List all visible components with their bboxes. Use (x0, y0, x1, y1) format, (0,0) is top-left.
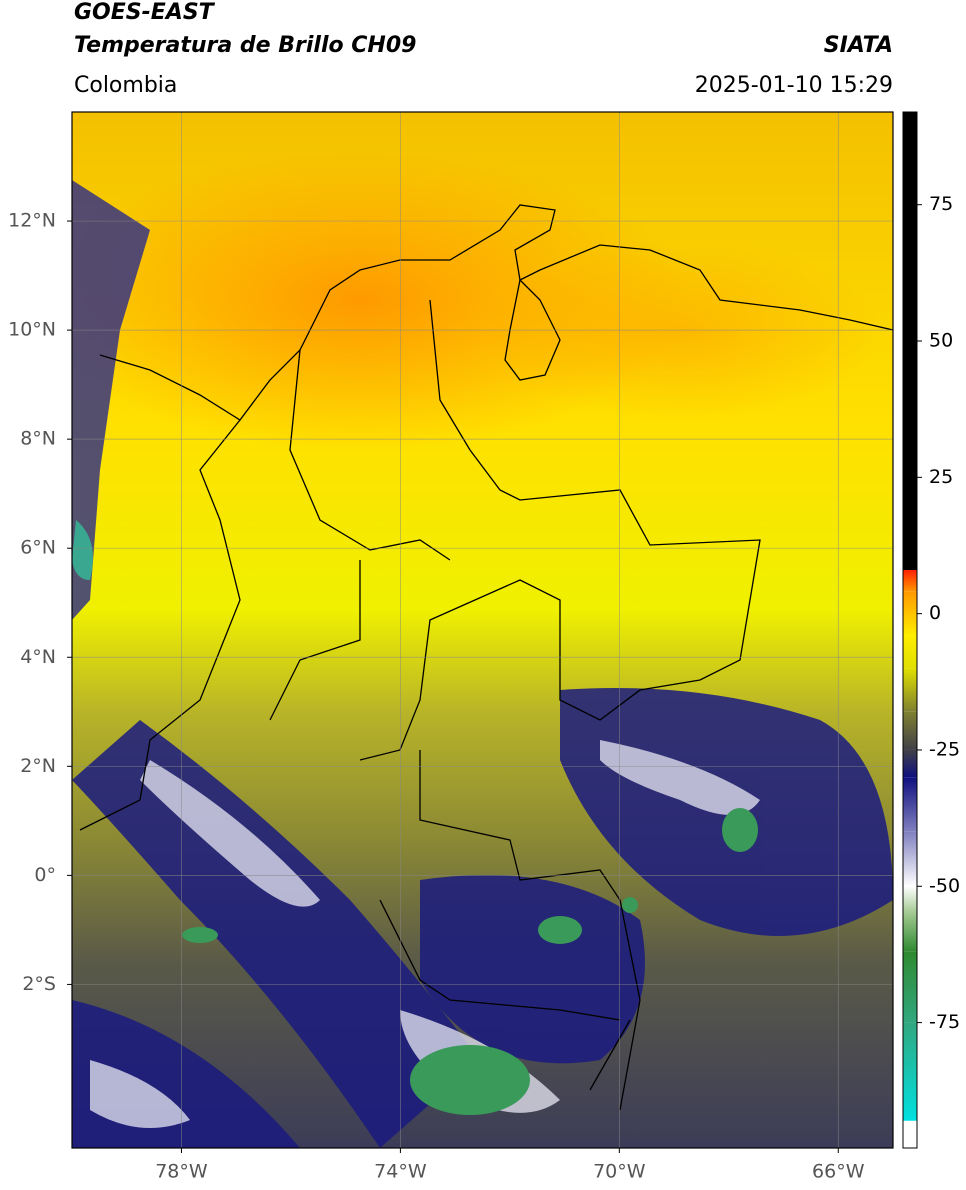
source: SIATA (824, 33, 893, 58)
colorbar-tick-label: -25 (929, 738, 960, 760)
x-tick-label: 70°W (593, 1161, 646, 1183)
colorbar-tick-label: -50 (929, 875, 960, 897)
subtitle: Temperatura de Brillo CH09 (74, 33, 416, 58)
satellite-image (72, 112, 893, 1148)
colorbar-tick-label: 25 (929, 466, 953, 488)
colorbar-tick-label: -75 (929, 1011, 960, 1033)
colorbar-tick-label: 75 (929, 193, 953, 215)
colorbar (903, 112, 922, 1148)
grid (67, 112, 893, 1153)
y-tick-label: 12°N (8, 210, 56, 232)
colorbar-segment (903, 913, 917, 952)
map-frame (71, 111, 894, 1149)
colorbar-segment (903, 1120, 917, 1148)
y-tick-label: 2°S (22, 973, 56, 995)
colorbar-segment (903, 831, 917, 887)
datetime: 2025-01-10 15:29 (695, 73, 893, 98)
colorbar-segment (903, 635, 917, 669)
y-tick-label: 0° (34, 864, 56, 886)
colorbar-segment (903, 749, 917, 778)
y-tick-label: 8°N (20, 428, 56, 450)
y-tick-label: 2°N (20, 755, 56, 777)
x-tick-label: 78°W (155, 1161, 208, 1183)
colorbar-segment (903, 112, 917, 571)
colorbar-segment (903, 886, 917, 914)
colorbar-segment (903, 1022, 917, 1121)
colorbar-segment (903, 777, 917, 832)
x-tick-label: 66°W (812, 1161, 865, 1183)
colorbar-segment (903, 668, 917, 712)
y-tick-label: 6°N (20, 537, 56, 559)
y-tick-label: 10°N (8, 319, 56, 341)
colorbar-tick-label: 50 (929, 330, 953, 352)
x-tick-label: 74°W (374, 1161, 427, 1183)
colorbar-tick-label: 0 (929, 602, 941, 624)
colorbar-segment (903, 591, 917, 636)
colorbar-segment (903, 570, 917, 592)
y-tick-label: 4°N (20, 646, 56, 668)
colorbar-frame (902, 111, 918, 1149)
title: GOES-EAST (74, 0, 216, 25)
colorbar-segment (903, 951, 917, 1023)
region: Colombia (74, 73, 177, 98)
colorbar-segment (903, 711, 917, 750)
